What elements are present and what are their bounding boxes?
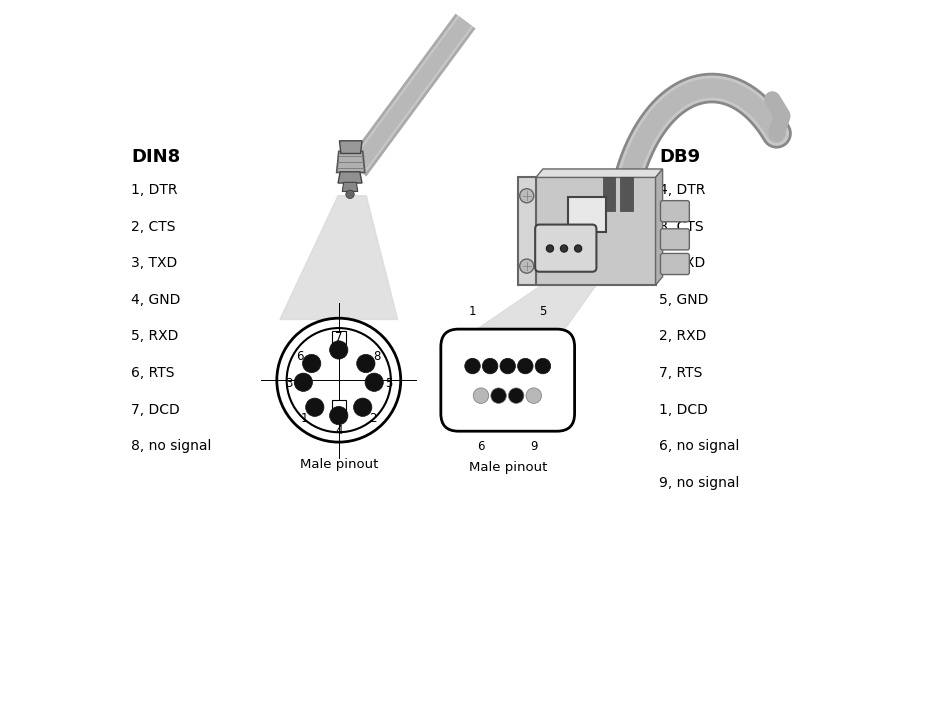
Text: 4: 4 xyxy=(335,424,342,437)
Circle shape xyxy=(482,358,498,374)
Text: 8: 8 xyxy=(373,350,381,363)
Polygon shape xyxy=(460,269,608,341)
Circle shape xyxy=(536,358,551,374)
Circle shape xyxy=(526,388,541,403)
Polygon shape xyxy=(332,331,346,344)
Circle shape xyxy=(356,354,375,372)
Text: 7, RTS: 7, RTS xyxy=(659,366,703,380)
Text: 4, GND: 4, GND xyxy=(131,293,180,307)
Text: 2: 2 xyxy=(369,412,376,425)
Polygon shape xyxy=(332,400,346,413)
Text: 5: 5 xyxy=(386,377,393,389)
Text: 6: 6 xyxy=(296,350,304,363)
Circle shape xyxy=(575,245,582,252)
Text: 5, RXD: 5, RXD xyxy=(131,329,178,344)
Text: Male pinout: Male pinout xyxy=(469,460,547,474)
Text: 6, no signal: 6, no signal xyxy=(659,439,739,453)
Polygon shape xyxy=(337,151,365,172)
Circle shape xyxy=(520,189,534,203)
FancyBboxPatch shape xyxy=(660,229,689,250)
Polygon shape xyxy=(620,177,633,211)
Circle shape xyxy=(547,245,553,252)
Text: 8, no signal: 8, no signal xyxy=(131,439,211,453)
Polygon shape xyxy=(280,196,398,320)
Text: 3, TXD: 3, TXD xyxy=(131,256,177,270)
Circle shape xyxy=(354,398,371,416)
Circle shape xyxy=(277,318,401,442)
Polygon shape xyxy=(536,177,656,285)
Polygon shape xyxy=(519,177,536,285)
Circle shape xyxy=(491,388,507,403)
Text: DB9: DB9 xyxy=(659,148,700,166)
Polygon shape xyxy=(536,169,662,177)
Text: 4, DTR: 4, DTR xyxy=(659,183,705,197)
Text: 7: 7 xyxy=(335,331,342,344)
FancyBboxPatch shape xyxy=(441,329,575,431)
Text: 9, no signal: 9, no signal xyxy=(659,476,739,490)
Text: 1: 1 xyxy=(301,412,309,425)
FancyBboxPatch shape xyxy=(567,197,606,232)
Polygon shape xyxy=(338,172,362,183)
Polygon shape xyxy=(656,169,662,285)
FancyBboxPatch shape xyxy=(660,253,689,275)
Text: 5: 5 xyxy=(539,305,547,318)
Text: 9: 9 xyxy=(530,439,537,453)
Circle shape xyxy=(474,388,489,403)
Text: 6: 6 xyxy=(477,439,485,453)
Circle shape xyxy=(306,398,324,416)
Circle shape xyxy=(518,358,533,374)
Circle shape xyxy=(303,354,321,372)
FancyBboxPatch shape xyxy=(536,225,597,272)
FancyBboxPatch shape xyxy=(660,201,689,222)
Text: Male pinout: Male pinout xyxy=(299,458,378,470)
Text: 6, RTS: 6, RTS xyxy=(131,366,174,380)
Circle shape xyxy=(329,341,348,359)
Text: 3: 3 xyxy=(285,377,292,389)
Circle shape xyxy=(500,358,516,374)
Polygon shape xyxy=(342,182,357,191)
Text: 2, RXD: 2, RXD xyxy=(659,329,706,344)
Polygon shape xyxy=(603,177,615,211)
Text: 3, TXD: 3, TXD xyxy=(659,256,705,270)
Circle shape xyxy=(295,373,312,391)
Circle shape xyxy=(464,358,480,374)
Circle shape xyxy=(346,190,355,199)
Circle shape xyxy=(287,328,391,432)
Circle shape xyxy=(520,259,534,273)
Text: 1: 1 xyxy=(469,305,477,318)
Text: 5, GND: 5, GND xyxy=(659,293,708,307)
Circle shape xyxy=(329,406,348,425)
Circle shape xyxy=(561,245,567,252)
Polygon shape xyxy=(340,141,362,153)
Text: 2, CTS: 2, CTS xyxy=(131,220,175,234)
Text: 7, DCD: 7, DCD xyxy=(131,403,180,417)
Text: 1, DCD: 1, DCD xyxy=(659,403,708,417)
Circle shape xyxy=(508,388,524,403)
Text: DIN8: DIN8 xyxy=(131,148,180,166)
Text: 1, DTR: 1, DTR xyxy=(131,183,177,197)
Text: 8, CTS: 8, CTS xyxy=(659,220,704,234)
Circle shape xyxy=(365,373,384,391)
